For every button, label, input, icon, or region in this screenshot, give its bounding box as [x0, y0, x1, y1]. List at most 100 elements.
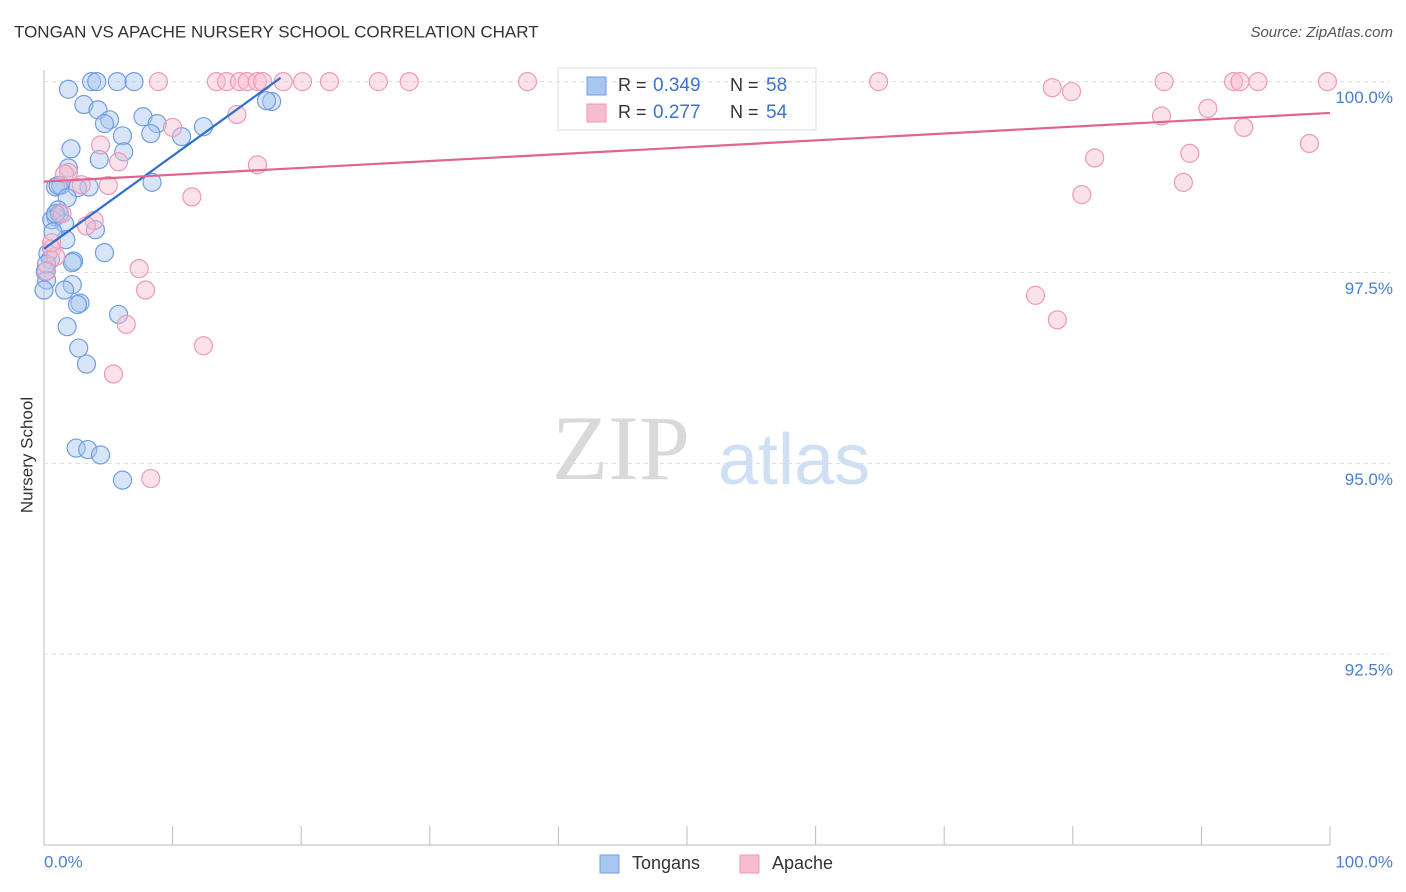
point: [1042, 78, 1062, 98]
point: [112, 126, 133, 146]
legend-label: Tongans: [632, 853, 700, 873]
point: [247, 72, 268, 92]
point: [78, 439, 98, 460]
point: [262, 91, 282, 112]
point: [61, 139, 81, 159]
point: [112, 470, 133, 490]
point: [57, 317, 77, 337]
point: [76, 216, 97, 236]
y-axis-label: Nursery School: [17, 397, 36, 513]
point: [114, 142, 134, 162]
legend-swatch: [599, 854, 620, 874]
legend-r: 0.349: [653, 75, 701, 96]
point: [147, 114, 167, 134]
point: [94, 114, 115, 134]
legend-swatch: [739, 854, 760, 874]
point: [227, 104, 247, 125]
point: [319, 72, 340, 92]
point: [135, 280, 156, 300]
point: [90, 445, 111, 465]
x-tick-label: 100.0%: [1335, 852, 1393, 871]
point: [368, 72, 388, 92]
point: [1248, 72, 1268, 92]
legend-swatch: [586, 103, 607, 123]
point: [193, 336, 214, 356]
point: [1173, 172, 1193, 192]
y-tick-label: 97.5%: [1345, 279, 1393, 298]
point: [163, 117, 183, 138]
point: [399, 72, 419, 92]
legend-r-label: R =: [618, 75, 647, 95]
point: [108, 152, 129, 172]
point: [1180, 143, 1200, 163]
legend-n: 58: [766, 75, 787, 96]
legend-label: Apache: [772, 853, 833, 873]
point: [1299, 133, 1320, 154]
point: [94, 243, 115, 263]
point: [141, 123, 161, 144]
point: [34, 280, 54, 300]
point: [1198, 98, 1218, 118]
point: [129, 259, 149, 279]
y-tick-label: 95.0%: [1345, 470, 1393, 489]
point: [256, 91, 277, 111]
point: [74, 94, 94, 115]
point: [76, 354, 97, 374]
point: [237, 72, 257, 92]
point: [45, 204, 66, 224]
watermark: atlas: [718, 420, 870, 500]
source: Source: ZipAtlas.com: [1250, 24, 1393, 41]
point: [108, 304, 129, 325]
point: [67, 294, 88, 315]
point: [1154, 72, 1174, 92]
point: [1061, 81, 1082, 102]
point: [90, 135, 111, 155]
point: [124, 72, 144, 92]
point: [107, 72, 127, 92]
point: [87, 72, 107, 92]
y-tick-label: 92.5%: [1345, 661, 1393, 680]
point: [81, 72, 102, 92]
point: [103, 364, 124, 384]
point: [98, 175, 118, 196]
y-tick-label: 100.0%: [1335, 88, 1393, 107]
point: [99, 110, 120, 130]
legend-r-label: R =: [618, 102, 647, 122]
point: [1230, 72, 1250, 92]
legend-n-label: N =: [730, 102, 759, 122]
point: [148, 72, 169, 92]
point: [69, 338, 89, 358]
point: [1317, 72, 1338, 92]
trend-line: [43, 111, 1331, 183]
point: [142, 172, 162, 192]
legend-swatch: [586, 76, 607, 96]
point: [54, 280, 75, 300]
legend-r: 0.277: [653, 102, 701, 123]
point: [116, 314, 136, 334]
point: [89, 149, 109, 170]
point: [253, 72, 273, 92]
legend-n: 54: [766, 102, 788, 123]
x-tick-label: 0.0%: [44, 852, 83, 871]
legend-n-label: N =: [730, 75, 759, 95]
point: [58, 79, 79, 99]
point: [1072, 185, 1092, 205]
watermark: ZIP: [552, 397, 690, 499]
point: [1025, 285, 1046, 305]
point: [62, 252, 82, 273]
point: [141, 468, 161, 489]
point: [63, 251, 84, 271]
chart-title: TONGAN VS APACHE NURSERY SCHOOL CORRELAT…: [14, 22, 539, 41]
trend-line: [43, 76, 282, 250]
point: [1085, 148, 1105, 168]
point: [1234, 117, 1254, 138]
point: [52, 204, 72, 224]
point: [206, 72, 226, 92]
point: [54, 164, 75, 184]
point: [292, 72, 313, 92]
point: [182, 187, 202, 207]
point: [869, 72, 889, 92]
point: [1151, 106, 1172, 126]
point: [1047, 310, 1067, 330]
